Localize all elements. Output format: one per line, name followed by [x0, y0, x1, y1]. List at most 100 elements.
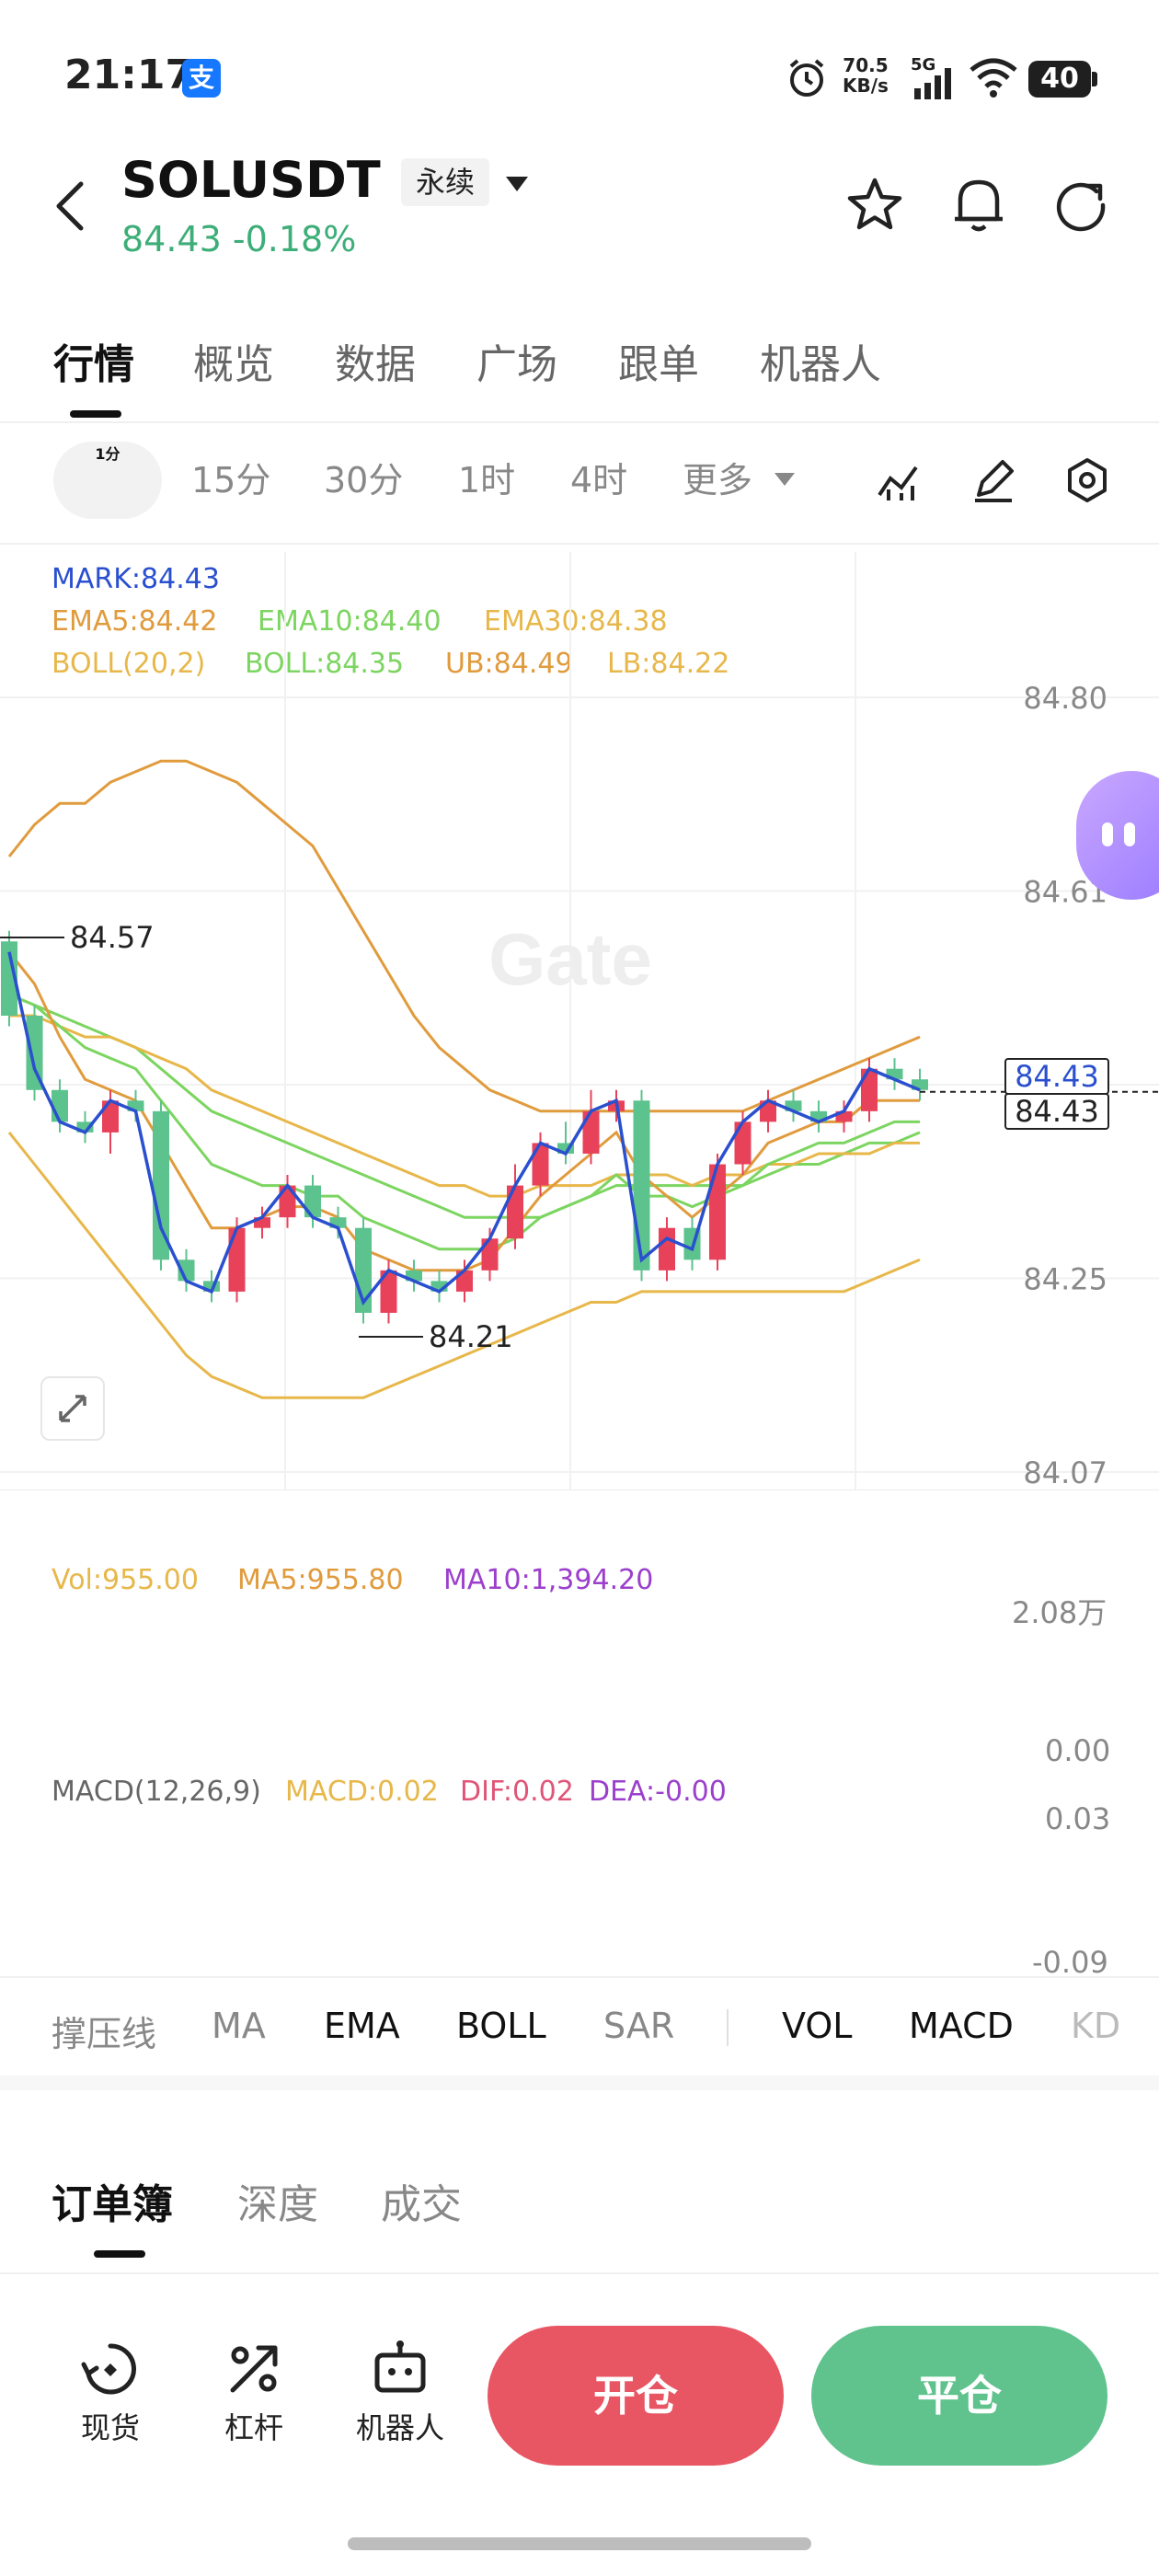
floating-assistant-icon[interactable]	[1076, 771, 1159, 900]
chart-settings-icon[interactable]	[1063, 456, 1111, 504]
candle-body	[582, 1110, 600, 1154]
divider	[0, 2272, 1159, 2274]
mark-line	[7, 951, 921, 1306]
symbol-title[interactable]: SOLUSDT	[121, 151, 381, 209]
candle-body	[52, 1089, 68, 1122]
candle-body	[734, 1121, 752, 1165]
candle-body	[633, 1100, 650, 1271]
alarm-icon	[789, 59, 824, 97]
ind-support-resistance[interactable]: 撑压线	[52, 2014, 157, 2054]
candle-body	[481, 1238, 499, 1271]
ind-macd[interactable]: MACD	[909, 2006, 1014, 2046]
ind-vol[interactable]: VOL	[782, 2006, 853, 2046]
ind-kd[interactable]: KD	[1071, 2006, 1121, 2046]
ind-ema[interactable]: EMA	[324, 2006, 400, 2046]
bell-alert-icon[interactable]	[949, 173, 1008, 237]
net-speed: 70.5 KB/s	[843, 54, 889, 97]
legend-vol-ma5: MA5:955.80	[237, 1564, 404, 1596]
timeframe-more[interactable]: 更多	[683, 460, 753, 500]
ema10-line	[8, 993, 920, 1251]
candle-body	[557, 1143, 574, 1154]
tab-separator	[727, 2009, 729, 2046]
candle-body	[507, 1185, 523, 1239]
chart-grid	[0, 552, 1159, 1490]
tab-copy-trade[interactable]: 跟单	[618, 341, 699, 388]
timeframe-1m[interactable]: 1分	[53, 442, 162, 519]
back-icon[interactable]	[52, 178, 88, 234]
symbol-dropdown-caret-icon[interactable]	[506, 177, 528, 191]
macd-max-tick: 0.03	[1045, 1801, 1111, 1836]
candle-body	[406, 1270, 422, 1282]
nav-spot-label: 现货	[80, 2410, 140, 2445]
candle-body	[304, 1185, 321, 1218]
mark-price-line	[7, 951, 921, 1306]
timeframe-15m[interactable]: 15分	[191, 460, 271, 500]
draw-pencil-icon[interactable]	[970, 456, 1017, 504]
active-tab-indicator	[70, 410, 121, 418]
tab-depth[interactable]: 深度	[237, 2181, 318, 2228]
ind-sar[interactable]: SAR	[603, 2006, 675, 2046]
candle-body	[127, 1100, 144, 1111]
tab-overview[interactable]: 概览	[193, 341, 274, 388]
fullscreen-button[interactable]	[40, 1376, 105, 1441]
candles	[1, 930, 928, 1324]
candle-body	[76, 1121, 94, 1133]
nav-margin[interactable]: 杠杆	[208, 2337, 300, 2447]
legend-ema30: EMA30:84.38	[484, 605, 668, 638]
y-tick-label: 84.07	[1023, 1455, 1107, 1490]
high-marker-line	[0, 937, 64, 938]
nav-spot[interactable]: 现货	[64, 2337, 156, 2447]
tab-orderbook[interactable]: 订单簿	[52, 2181, 173, 2228]
favorite-star-icon[interactable]	[844, 175, 905, 236]
candle-body	[254, 1217, 270, 1228]
alipay-badge-icon: 支	[182, 59, 221, 98]
legend-dea: DEA:-0.00	[589, 1776, 727, 1808]
close-position-button[interactable]: 平仓	[811, 2326, 1107, 2466]
legend-boll-param: BOLL(20,2)	[52, 648, 206, 680]
timeframe-1h[interactable]: 1时	[458, 460, 516, 500]
open-position-button[interactable]: 开仓	[488, 2326, 784, 2466]
ind-ma[interactable]: MA	[212, 2006, 266, 2046]
candle-body	[659, 1227, 675, 1271]
legend-boll: BOLL:84.35	[245, 648, 405, 680]
low-marker-line	[359, 1336, 423, 1338]
tab-square[interactable]: 广场	[476, 341, 557, 388]
section-gap	[0, 2076, 1159, 2090]
tab-data[interactable]: 数据	[335, 341, 416, 388]
timeframe-30m[interactable]: 30分	[324, 460, 404, 500]
high-label: 84.57	[70, 920, 155, 955]
signal-bars-icon	[914, 68, 951, 99]
mark-price-tag: 84.43	[1004, 1058, 1109, 1095]
low-label: 84.21	[429, 1319, 513, 1354]
last-price: 84.43	[121, 219, 222, 259]
candle-body	[835, 1110, 853, 1122]
tab-bots[interactable]: 机器人	[760, 341, 881, 388]
contract-type-badge[interactable]: 永续	[401, 158, 490, 206]
more-caret-icon[interactable]	[775, 473, 795, 486]
indicator-chart-icon[interactable]	[876, 458, 922, 504]
expand-icon	[59, 1395, 86, 1422]
legend-ema10: EMA10:84.40	[258, 605, 442, 638]
gate-watermark: Gate	[488, 918, 652, 1000]
tab-market[interactable]: 行情	[53, 341, 134, 388]
boll-mid-line	[8, 993, 921, 1219]
legend-macd: MACD:0.02	[285, 1776, 439, 1808]
refresh-icon[interactable]	[1050, 175, 1111, 236]
candle-body	[861, 1068, 878, 1111]
candle-body	[26, 1016, 43, 1090]
candle-body	[153, 1110, 169, 1260]
candle-body	[102, 1100, 119, 1133]
divider	[0, 421, 1159, 423]
ind-boll[interactable]: BOLL	[456, 2006, 546, 2046]
main-tabs: 行情 概览 数据 广场 跟单 机器人	[53, 331, 1157, 388]
nav-margin-label: 杠杆	[224, 2410, 283, 2445]
home-indicator[interactable]	[348, 2537, 811, 2550]
candle-body	[329, 1217, 347, 1228]
tab-trades[interactable]: 成交	[381, 2181, 462, 2228]
timeframe-4h[interactable]: 4时	[570, 460, 628, 500]
candle-body	[1, 941, 17, 1017]
nav-bots[interactable]: 机器人	[350, 2337, 451, 2447]
vol-max-tick: 2.08万	[1012, 1595, 1107, 1630]
